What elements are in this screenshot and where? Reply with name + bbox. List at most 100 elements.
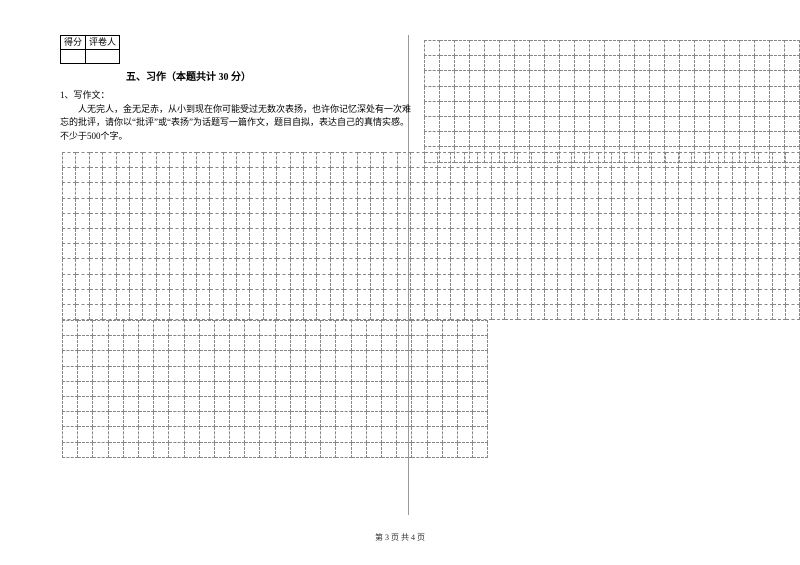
writing-cell (89, 153, 102, 168)
writing-cell (745, 213, 758, 228)
writing-cell (745, 168, 758, 183)
writing-cell (317, 244, 330, 259)
writing-cell (123, 336, 138, 351)
writing-cell (344, 213, 357, 228)
writing-cell (169, 366, 184, 381)
writing-cell (123, 427, 138, 442)
writing-cell (620, 71, 635, 86)
writing-cell (357, 153, 370, 168)
writing-cell (515, 132, 530, 147)
writing-cell (451, 213, 464, 228)
writing-cell (427, 351, 442, 366)
writing-cell (638, 228, 651, 243)
writing-cell (585, 289, 598, 304)
writing-cell (719, 183, 732, 198)
writing-cell (491, 213, 504, 228)
writing-cell (725, 56, 740, 71)
writing-cell (478, 153, 491, 168)
writing-cell (442, 442, 457, 457)
writing-cell (304, 213, 317, 228)
writing-cell (605, 101, 620, 116)
writing-cell (464, 228, 477, 243)
writing-cell (638, 289, 651, 304)
writing-cell (725, 116, 740, 131)
writing-cell (571, 183, 584, 198)
writing-cell (451, 304, 464, 319)
writing-cell (344, 289, 357, 304)
writing-cell (424, 304, 437, 319)
writing-cell (196, 289, 209, 304)
writing-cell (625, 168, 638, 183)
writing-cell (381, 366, 396, 381)
writing-cell (612, 244, 625, 259)
writing-cell (381, 427, 396, 442)
writing-cell (740, 71, 755, 86)
writing-cell (317, 274, 330, 289)
writing-cell (457, 442, 472, 457)
writing-cell (442, 412, 457, 427)
writing-cell (138, 366, 153, 381)
writing-cell (412, 442, 427, 457)
writing-cell (440, 86, 455, 101)
writing-cell (196, 213, 209, 228)
writing-cell (183, 289, 196, 304)
writing-cell (306, 321, 321, 336)
writing-cell (575, 56, 590, 71)
writing-cell (575, 116, 590, 131)
writing-cell (692, 304, 705, 319)
writing-cell (478, 274, 491, 289)
writing-cell (290, 396, 305, 411)
writing-cell (237, 289, 250, 304)
writing-cell (571, 289, 584, 304)
writing-cell (290, 213, 303, 228)
writing-cell (745, 274, 758, 289)
writing-cell (290, 244, 303, 259)
writing-cell (412, 366, 427, 381)
writing-cell (108, 366, 123, 381)
writing-cell (598, 153, 611, 168)
writing-cell (277, 244, 290, 259)
writing-cell (424, 153, 437, 168)
writing-cell (678, 304, 691, 319)
writing-cell (230, 351, 245, 366)
writing-cell (625, 244, 638, 259)
writing-cell (108, 321, 123, 336)
writing-cell (473, 396, 488, 411)
writing-cell (665, 56, 680, 71)
writing-cell (665, 168, 678, 183)
writing-cell (384, 304, 397, 319)
writing-cell (78, 321, 93, 336)
writing-cell (156, 244, 169, 259)
writing-cell (214, 412, 229, 427)
writing-cell (397, 183, 410, 198)
writing-cell (759, 198, 772, 213)
writing-cell (306, 396, 321, 411)
writing-cell (275, 336, 290, 351)
writing-cell (245, 366, 260, 381)
writing-cell (710, 86, 725, 101)
writing-cell (504, 304, 517, 319)
writing-cell (290, 259, 303, 274)
writing-cell (277, 259, 290, 274)
writing-cell (210, 228, 223, 243)
writing-cell (770, 101, 785, 116)
writing-cell (277, 168, 290, 183)
writing-cell (427, 381, 442, 396)
writing-cell (665, 213, 678, 228)
writing-cell (330, 289, 343, 304)
writing-cell (317, 168, 330, 183)
writing-cell (321, 396, 336, 411)
writing-cell (183, 183, 196, 198)
writing-cell (397, 304, 410, 319)
writing-cell (558, 228, 571, 243)
writing-cell (304, 168, 317, 183)
writing-cell (304, 244, 317, 259)
writing-cell (397, 321, 412, 336)
writing-cell (351, 396, 366, 411)
writing-cell (370, 228, 383, 243)
writing-cell (719, 213, 732, 228)
writing-cell (424, 274, 437, 289)
writing-cell (759, 213, 772, 228)
writing-cell (384, 153, 397, 168)
writing-cell (625, 289, 638, 304)
